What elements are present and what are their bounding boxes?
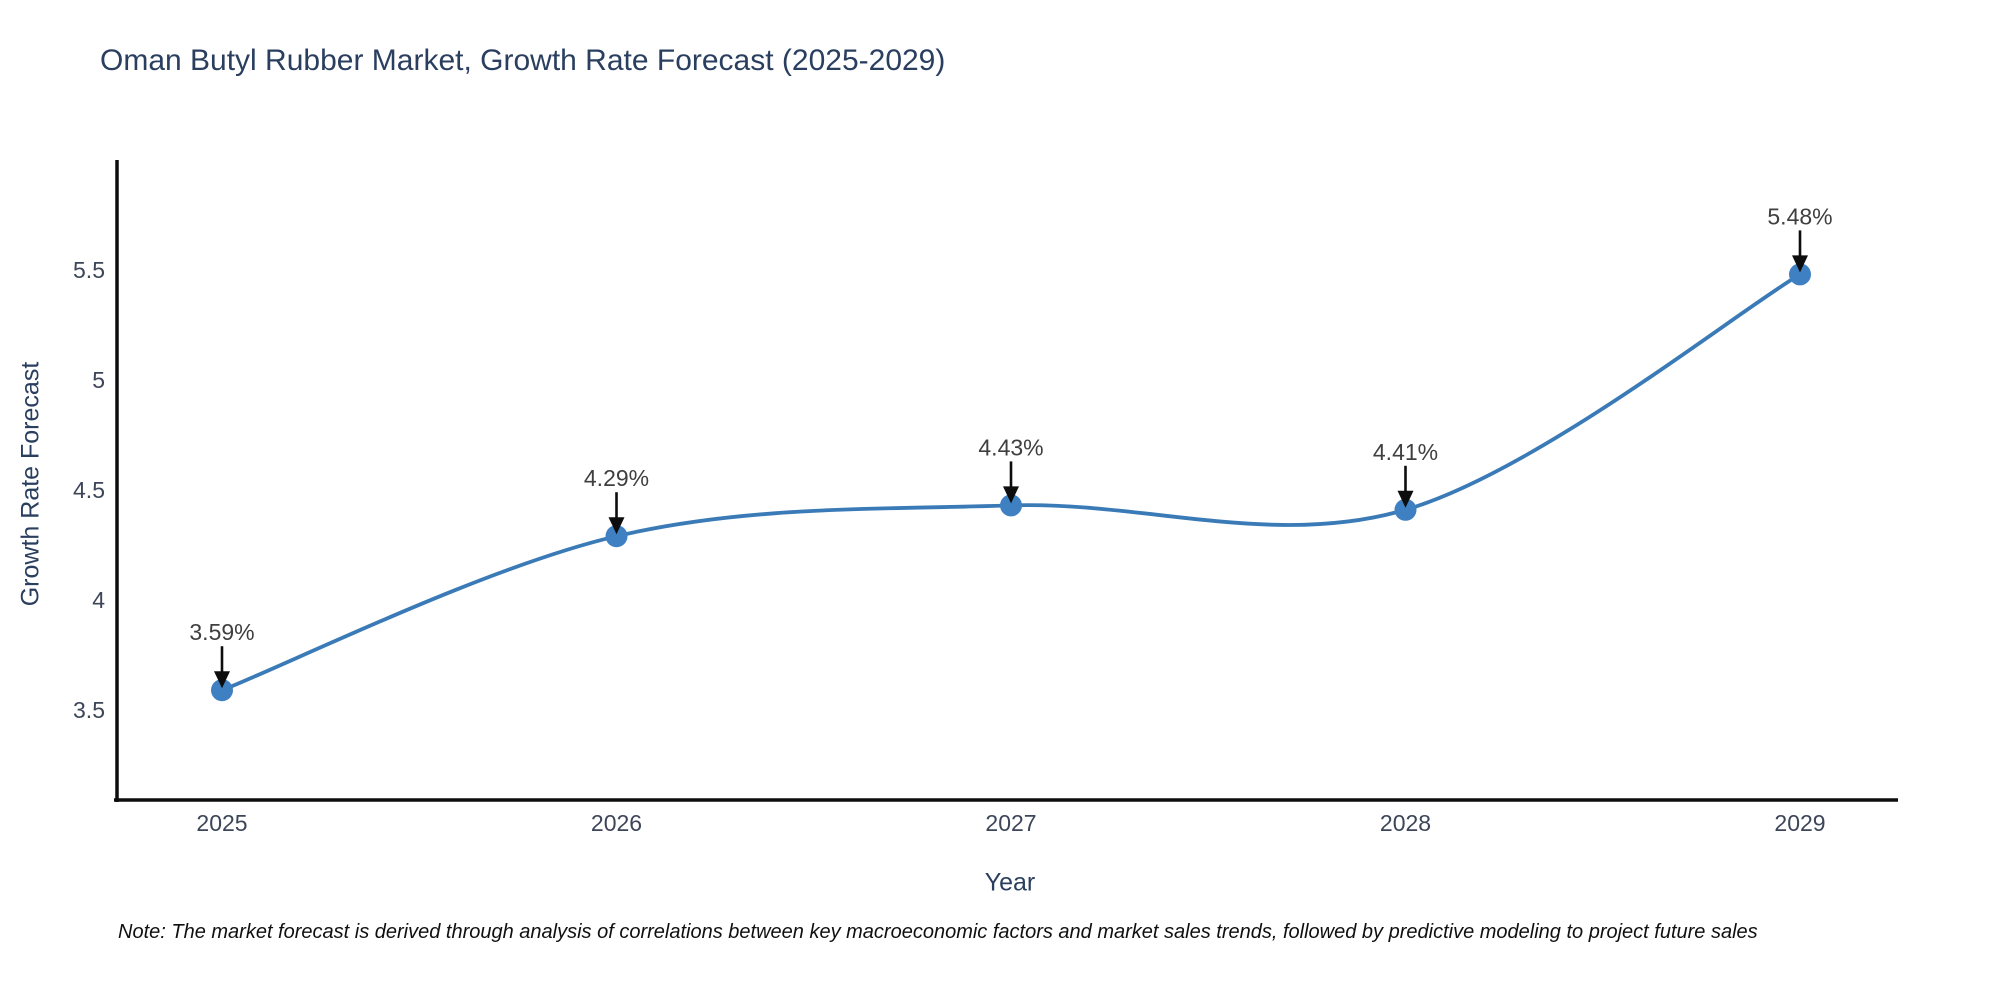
annotation-label: 4.29% [584,465,649,491]
data-point-marker [605,525,628,548]
x-tick-label: 2026 [591,810,642,836]
y-tick-label: 5 [92,367,105,393]
footnote: Note: The market forecast is derived thr… [118,921,1758,943]
x-tick-label: 2028 [1380,810,1431,836]
data-point-marker [211,679,233,702]
annotation-arrow-head [1397,490,1414,508]
annotation-label: 5.48% [1767,203,1832,229]
annotation-label: 3.59% [189,619,254,645]
y-tick-label: 5.5 [73,257,105,283]
data-point-marker [1789,263,1811,286]
y-tick-label: 4.5 [73,477,105,503]
annotation-arrow-head [1792,255,1808,273]
y-tick-label: 4 [92,587,105,613]
annotation-arrow-head [608,517,625,535]
annotation-arrow-head [214,671,230,689]
x-tick-label: 2029 [1774,810,1825,836]
x-tick-label: 2027 [985,810,1036,836]
x-tick-label: 2025 [196,810,247,836]
annotation-label: 4.43% [978,434,1043,460]
x-axis-title: Year [984,868,1036,897]
chart-title: Oman Butyl Rubber Market, Growth Rate Fo… [100,44,946,77]
data-point-marker [1000,494,1022,517]
annotation-arrow-head [1003,486,1019,504]
annotation-label: 4.41% [1373,439,1438,465]
data-point-marker [1394,498,1417,521]
y-tick-label: 3.5 [73,697,105,723]
